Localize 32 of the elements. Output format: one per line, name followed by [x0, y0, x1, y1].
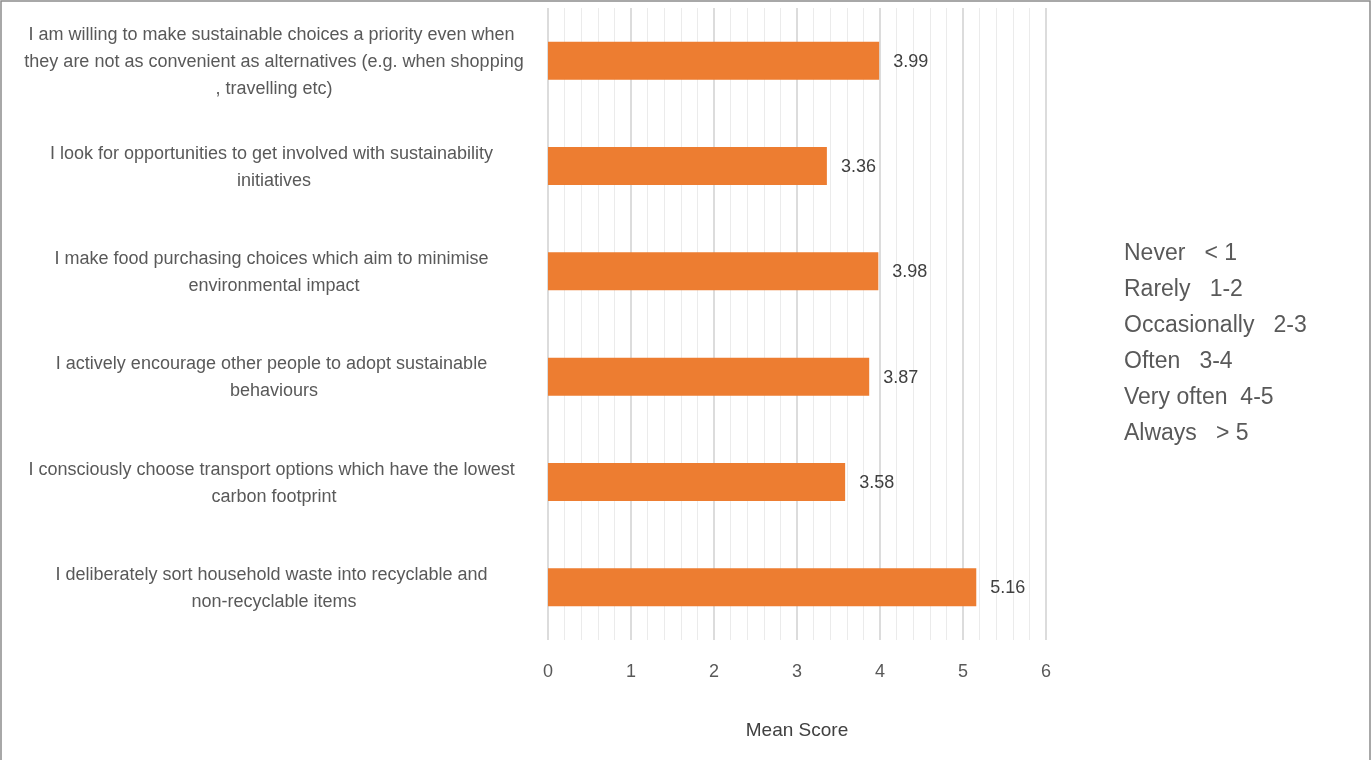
x-axis-title: Mean Score: [745, 719, 849, 740]
text: Very often 4-5: [1124, 382, 1274, 409]
bar: [548, 568, 977, 607]
x-tick-label: 4: [874, 661, 886, 681]
bar: [548, 252, 879, 291]
data-label: 3.87: [883, 366, 919, 387]
text: Rarely 1-2: [1124, 274, 1243, 301]
y-tick-label: I make food purchasing choices which aim to minimise environmental impact: [54, 247, 494, 295]
data-label: 3.98: [892, 261, 928, 282]
x-tick-label: 0: [542, 661, 554, 681]
y-tick-label: I am willing to make sustainable choices a priority even when they are not as convenient as alternatives (e.g. when shopping, travelling etc): [24, 23, 524, 98]
text: Always > 5: [1124, 418, 1249, 445]
y-tick-label: I consciously choose transport options which have the lowest carbon footprint: [28, 458, 520, 506]
x-tick-label: 5: [957, 661, 969, 681]
x-tick-label: 2: [708, 661, 720, 681]
bar: [548, 147, 827, 185]
data-label: 3.99: [893, 50, 929, 71]
x-tick-label: 1: [625, 661, 637, 681]
bar: [548, 357, 870, 396]
text: Never < 1: [1124, 238, 1238, 265]
x-tick-label: 6: [1040, 661, 1052, 681]
text: Occasionally 2-3: [1124, 310, 1307, 337]
data-label: 5.16: [990, 577, 1026, 598]
data-label: 3.58: [859, 472, 895, 492]
bar: [548, 41, 880, 80]
y-tick-label: I deliberately sort household waste into recyclable and non-recyclable items: [55, 563, 493, 611]
bar: [548, 463, 846, 501]
x-tick-label: 3: [791, 661, 803, 681]
text: Often 3-4: [1124, 346, 1233, 373]
y-tick-label: I actively encourage other people to adopt sustainable behaviours: [55, 353, 493, 401]
data-label: 3.36: [840, 156, 876, 176]
y-tick-label: I look for opportunities to get involved with sustainability initiatives: [49, 142, 499, 190]
